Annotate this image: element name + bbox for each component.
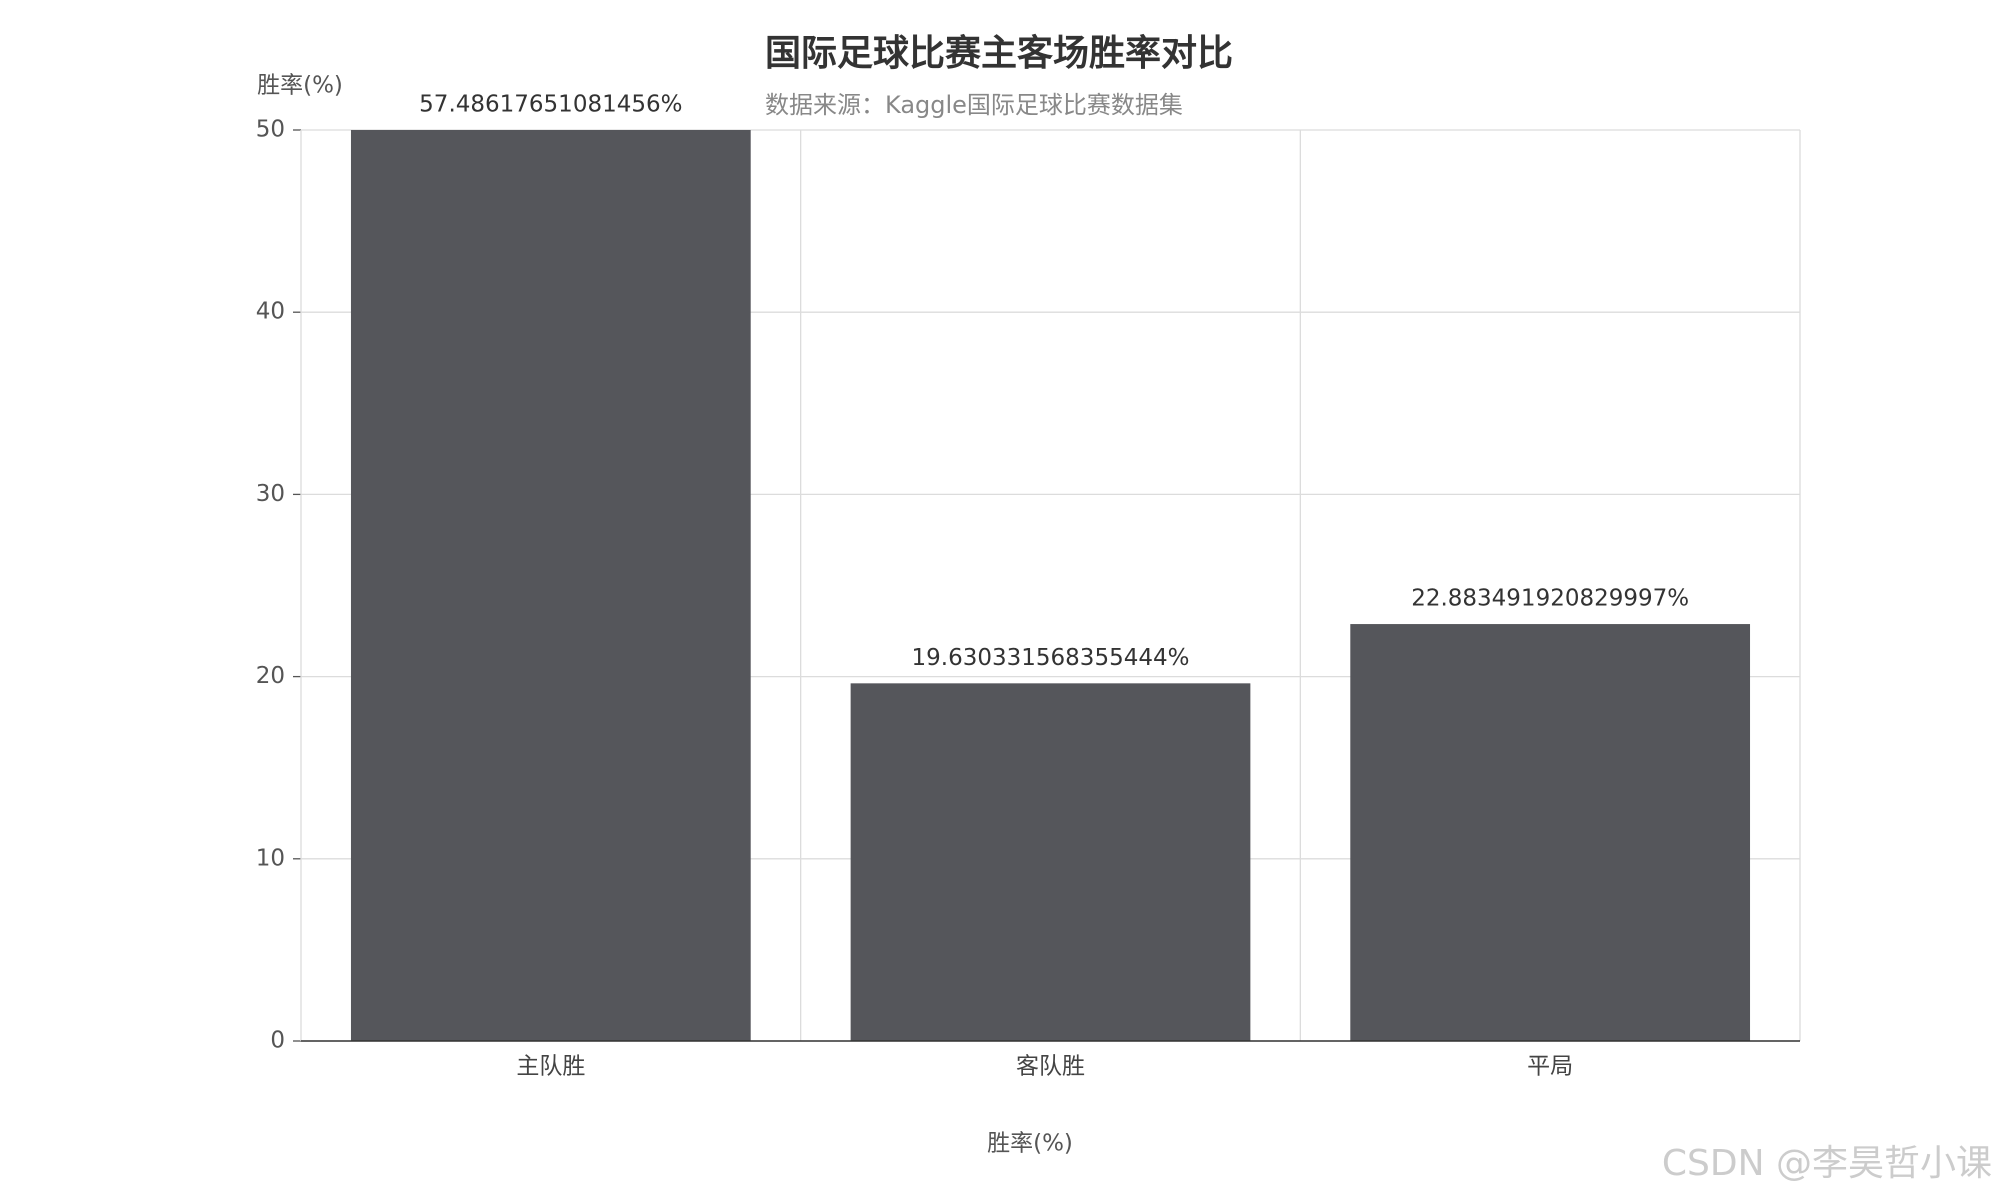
y-tick-label: 20 <box>256 663 285 689</box>
y-axis-label: 胜率(%) <box>257 73 343 99</box>
bar-layer <box>350 130 1751 1041</box>
bar <box>1350 624 1751 1041</box>
x-tick-label: 主队胜 <box>516 1054 585 1080</box>
label-layer: 0 10 20 30 40 50 主队胜 57.48617651081456% 客队胜 19.63… <box>256 92 1800 1080</box>
chart-title: 国际足球比赛主客场胜率对比 <box>765 33 1233 74</box>
x-tick-label: 平局 <box>1527 1054 1573 1080</box>
value-label: 19.630331568355444% <box>912 645 1190 671</box>
x-axis-label: 胜率(%) <box>987 1131 1073 1157</box>
value-label: 57.48617651081456% <box>419 92 682 118</box>
x-tick-label: 客队胜 <box>1016 1054 1085 1080</box>
y-tick-label: 0 <box>270 1028 285 1054</box>
watermark: CSDN @李昊哲小课 <box>1662 1143 1992 1184</box>
y-tick-label: 30 <box>256 481 285 507</box>
bar <box>350 130 751 1041</box>
bar <box>850 683 1251 1041</box>
y-tick-label: 40 <box>256 299 285 325</box>
y-tick-label: 10 <box>256 845 285 871</box>
y-tick-label: 50 <box>256 117 285 143</box>
value-label: 22.883491920829997% <box>1411 586 1689 612</box>
chart-subtitle: 数据来源：Kaggle国际足球比赛数据集 <box>765 91 1183 119</box>
